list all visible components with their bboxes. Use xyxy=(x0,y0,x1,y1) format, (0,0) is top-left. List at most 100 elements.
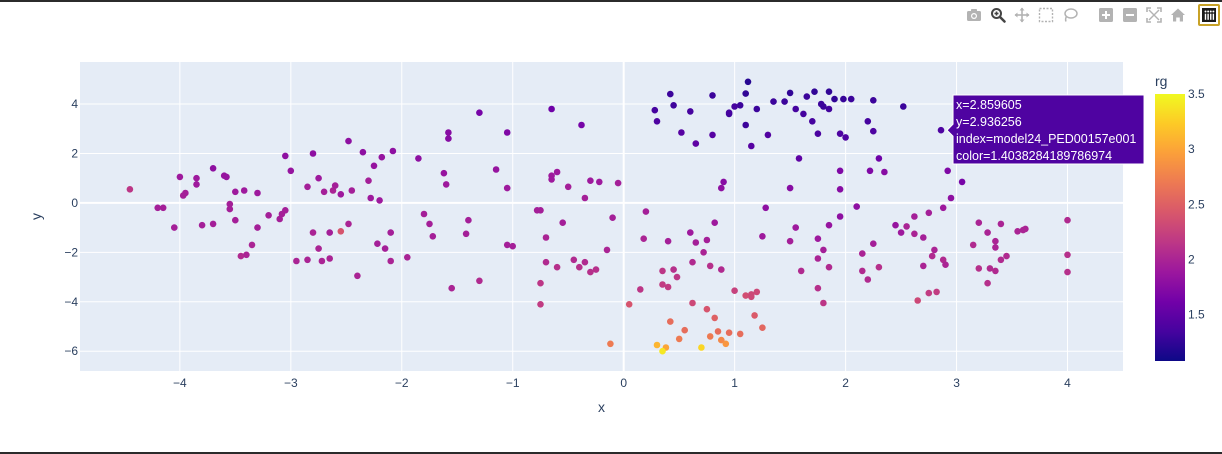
data-point[interactable] xyxy=(337,191,345,198)
data-point[interactable] xyxy=(853,203,860,210)
data-point[interactable] xyxy=(759,233,766,240)
data-point[interactable] xyxy=(154,204,161,212)
data-point[interactable] xyxy=(736,102,744,109)
data-point[interactable] xyxy=(984,279,991,287)
data-point[interactable] xyxy=(731,287,738,295)
data-point[interactable] xyxy=(198,221,206,229)
box-select-icon[interactable] xyxy=(1036,5,1056,25)
data-point[interactable] xyxy=(718,336,725,344)
data-point[interactable] xyxy=(928,252,936,260)
data-point[interactable] xyxy=(345,220,352,228)
data-point[interactable] xyxy=(509,242,516,250)
data-point[interactable] xyxy=(840,95,847,103)
data-point[interactable] xyxy=(659,267,666,275)
data-point[interactable] xyxy=(542,234,550,241)
data-point[interactable] xyxy=(176,173,184,181)
data-point[interactable] xyxy=(664,237,672,245)
data-point[interactable] xyxy=(722,340,730,348)
data-point[interactable] xyxy=(984,229,991,236)
data-point[interactable] xyxy=(609,214,616,221)
data-point[interactable] xyxy=(265,212,272,219)
data-point[interactable] xyxy=(939,256,947,264)
data-point[interactable] xyxy=(592,266,600,273)
data-point[interactable] xyxy=(859,250,866,257)
data-point[interactable] xyxy=(718,184,725,192)
data-point[interactable] xyxy=(354,272,361,280)
data-point[interactable] xyxy=(947,194,955,202)
data-point[interactable] xyxy=(939,204,947,212)
data-point[interactable] xyxy=(709,92,716,99)
data-point[interactable] xyxy=(309,150,317,157)
data-point[interactable] xyxy=(376,197,383,204)
plotly-logo-icon[interactable] xyxy=(1198,4,1220,26)
data-point[interactable] xyxy=(689,258,696,266)
data-point[interactable] xyxy=(537,279,544,287)
data-point[interactable] xyxy=(864,118,872,125)
data-point[interactable] xyxy=(578,121,585,129)
data-point[interactable] xyxy=(445,129,452,136)
data-point[interactable] xyxy=(725,329,733,337)
data-point[interactable] xyxy=(744,78,752,86)
data-point[interactable] xyxy=(903,223,910,230)
data-point[interactable] xyxy=(1064,216,1071,224)
data-point[interactable] xyxy=(709,131,716,139)
data-point[interactable] xyxy=(751,312,758,319)
data-point[interactable] xyxy=(698,344,705,351)
data-point[interactable] xyxy=(465,216,472,224)
data-point[interactable] xyxy=(944,167,951,175)
data-point[interactable] xyxy=(825,105,833,113)
data-point[interactable] xyxy=(659,347,666,355)
data-point[interactable] xyxy=(937,126,945,134)
data-point[interactable] xyxy=(226,205,234,213)
zoom-icon[interactable] xyxy=(988,5,1008,25)
data-point[interactable] xyxy=(548,176,555,183)
data-point[interactable] xyxy=(659,281,666,288)
data-point[interactable] xyxy=(448,284,456,292)
data-point[interactable] xyxy=(476,277,483,285)
data-point[interactable] xyxy=(587,177,594,184)
data-point[interactable] xyxy=(243,251,250,259)
data-point[interactable] xyxy=(797,267,805,275)
data-point[interactable] xyxy=(742,292,749,299)
data-point[interactable] xyxy=(315,174,322,182)
data-point[interactable] xyxy=(326,255,334,262)
data-point[interactable] xyxy=(476,109,483,116)
data-point[interactable] xyxy=(614,179,622,187)
data-point[interactable] xyxy=(831,95,838,103)
data-point[interactable] xyxy=(171,224,178,231)
data-point[interactable] xyxy=(209,220,217,228)
data-point[interactable] xyxy=(315,245,322,252)
data-point[interactable] xyxy=(703,305,711,313)
data-point[interactable] xyxy=(814,130,822,137)
data-point[interactable] xyxy=(503,184,511,192)
data-point[interactable] xyxy=(742,90,749,97)
data-point[interactable] xyxy=(503,129,511,136)
data-point[interactable] xyxy=(718,266,725,273)
data-point[interactable] xyxy=(254,224,261,231)
data-point[interactable] xyxy=(762,204,769,212)
data-point[interactable] xyxy=(958,178,966,186)
data-point[interactable] xyxy=(703,236,711,244)
data-point[interactable] xyxy=(126,186,134,193)
data-point[interactable] xyxy=(836,186,844,193)
data-point[interactable] xyxy=(226,200,234,208)
data-point[interactable] xyxy=(969,241,977,249)
data-point[interactable] xyxy=(304,256,311,264)
data-point[interactable] xyxy=(920,234,927,241)
data-point[interactable] xyxy=(389,147,397,155)
data-point[interactable] xyxy=(1064,268,1071,276)
data-point[interactable] xyxy=(914,297,921,304)
camera-icon[interactable] xyxy=(964,5,984,25)
data-point[interactable] xyxy=(653,118,661,125)
data-point[interactable] xyxy=(759,324,766,332)
zoom-out-icon[interactable] xyxy=(1120,5,1140,25)
data-point[interactable] xyxy=(179,192,187,199)
data-point[interactable] xyxy=(293,257,300,265)
data-point[interactable] xyxy=(420,210,428,218)
data-point[interactable] xyxy=(581,194,589,202)
data-point[interactable] xyxy=(864,276,872,283)
data-point[interactable] xyxy=(753,105,761,113)
data-point[interactable] xyxy=(700,249,707,256)
data-point[interactable] xyxy=(836,167,844,175)
data-point[interactable] xyxy=(786,184,794,192)
